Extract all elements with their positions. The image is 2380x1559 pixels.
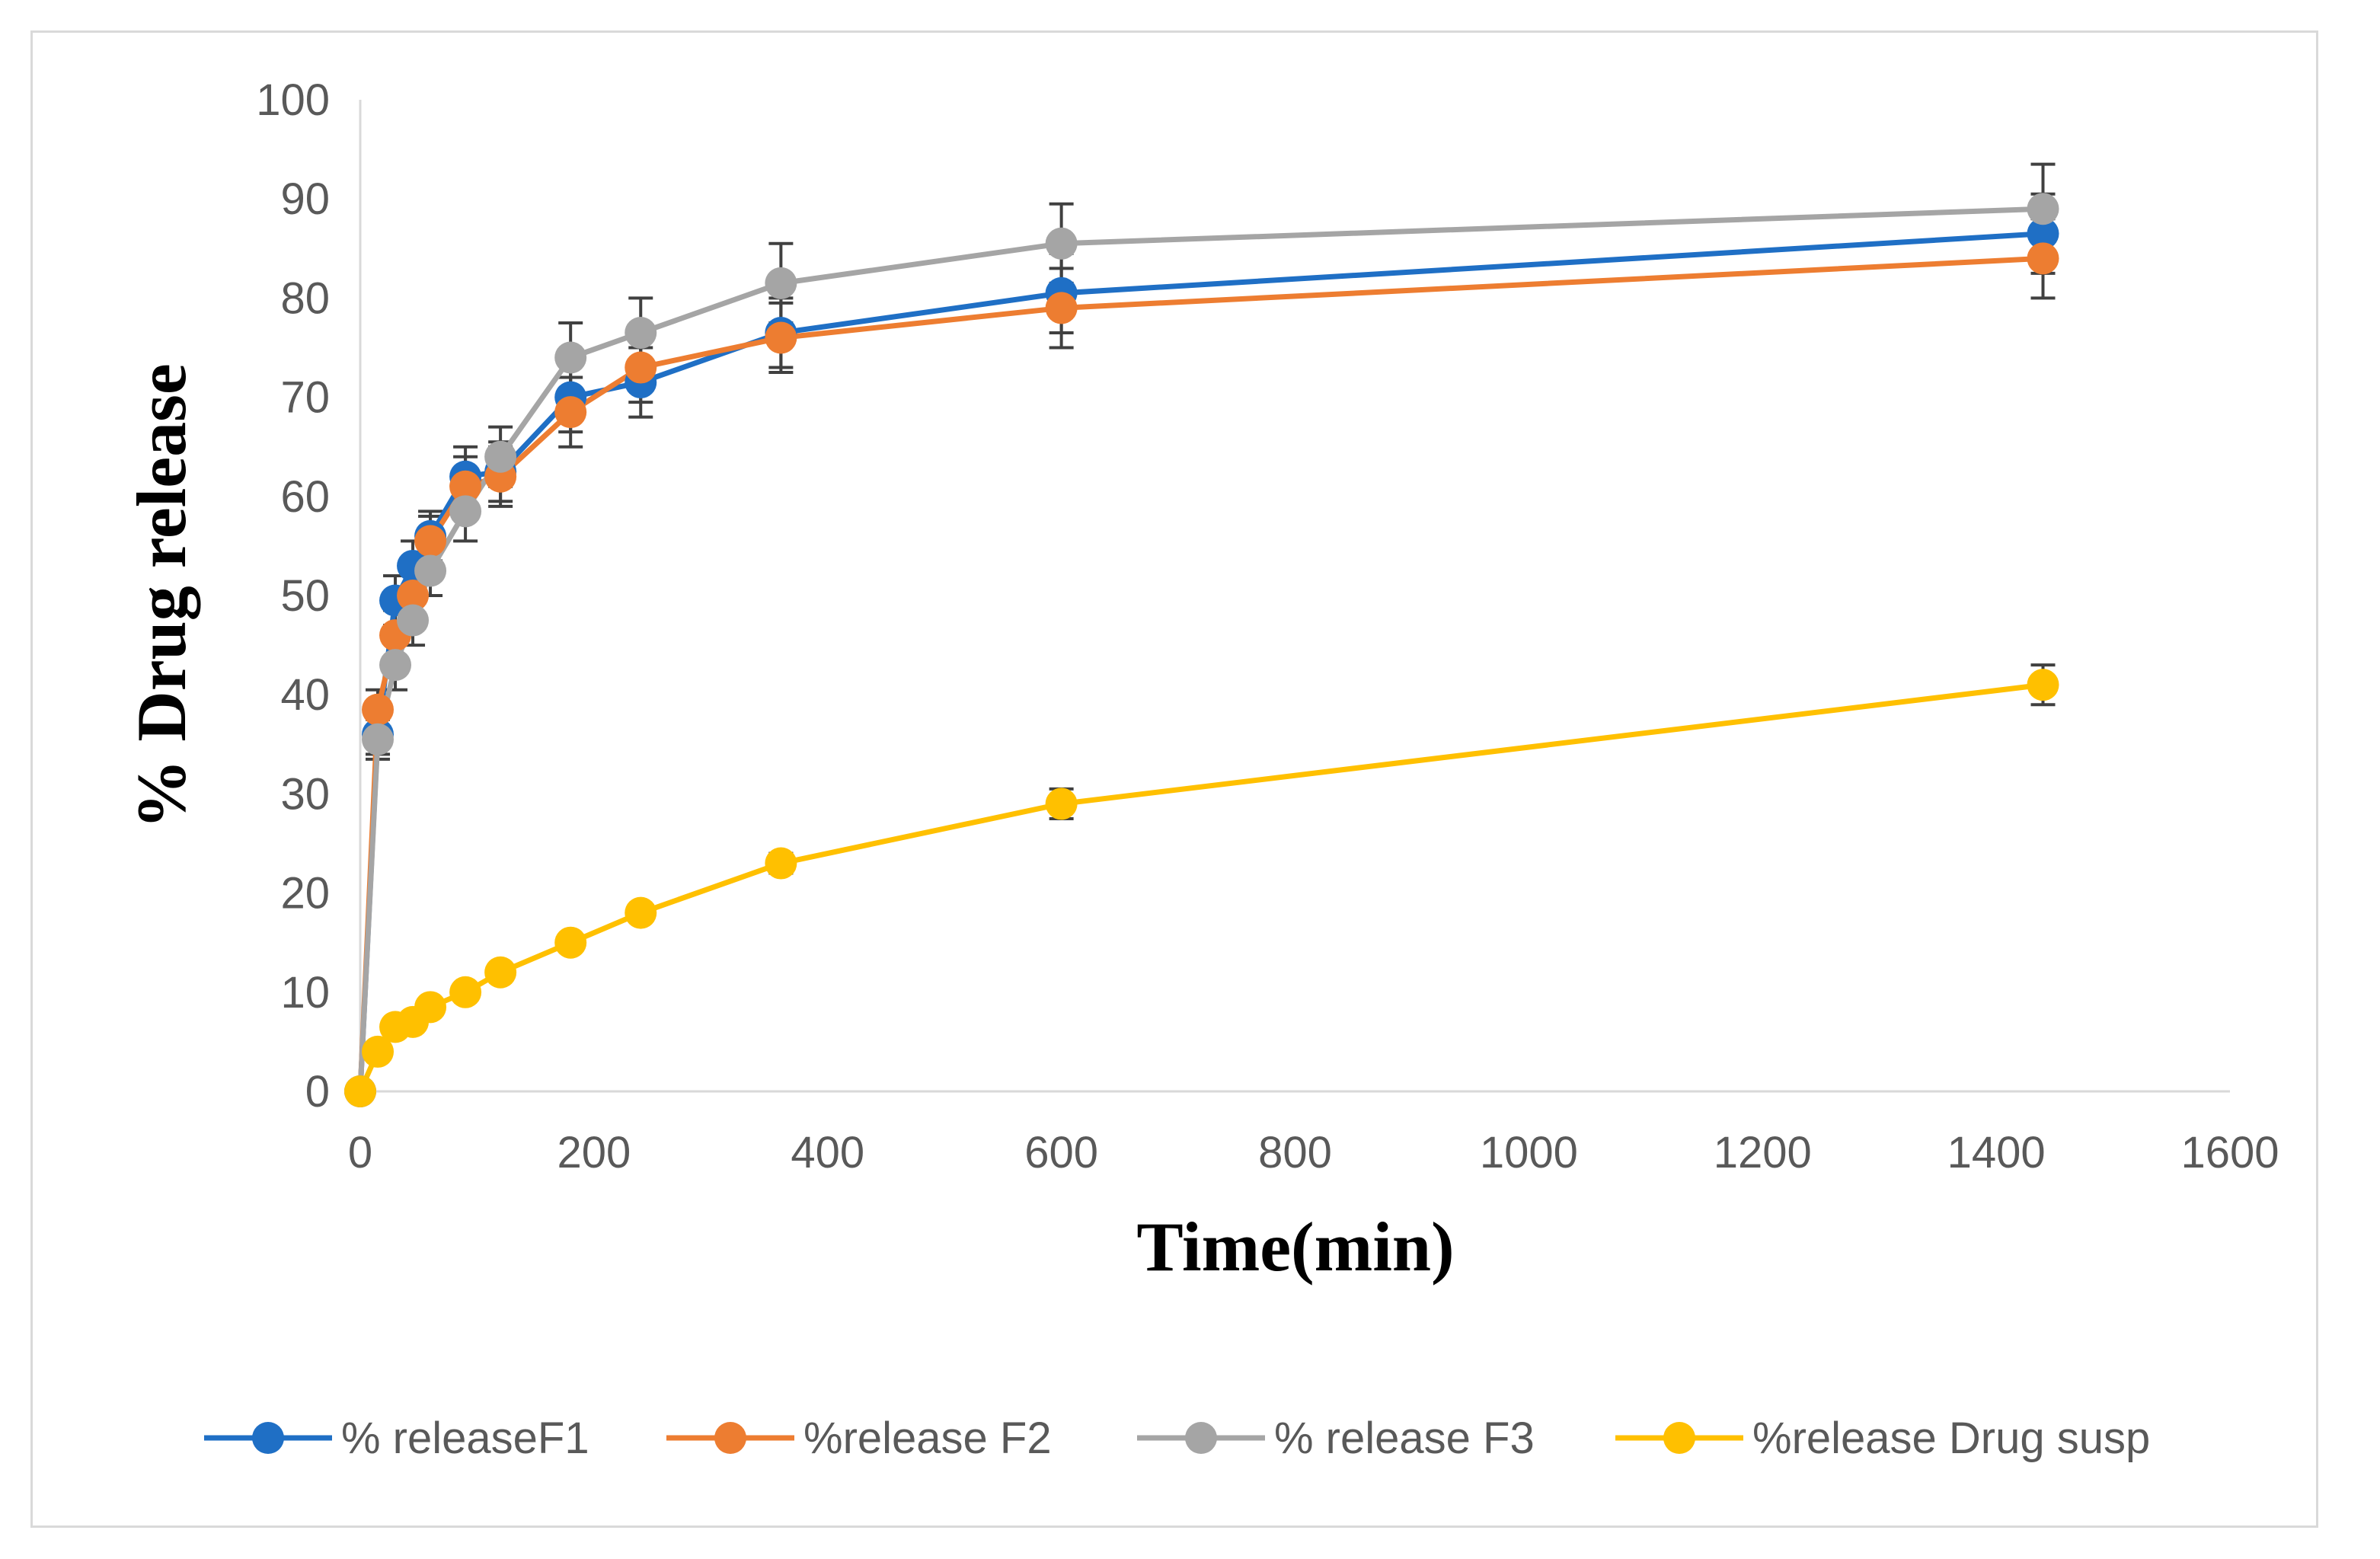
y-tick-label: 40 — [280, 670, 330, 720]
series-3-point — [765, 267, 797, 299]
series-2-point — [397, 580, 430, 612]
series-3-point — [397, 604, 430, 637]
y-tick-label: 0 — [305, 1067, 330, 1117]
y-tick-label: 20 — [280, 869, 330, 918]
series-3-point — [362, 723, 395, 756]
axes — [359, 100, 2230, 1093]
x-tick-label: 800 — [1258, 1128, 1332, 1177]
series-3-point — [484, 440, 517, 473]
x-tick-label: 600 — [1024, 1128, 1098, 1177]
legend-swatch-marker — [714, 1422, 746, 1454]
x-tick-label: 200 — [557, 1128, 631, 1177]
legend-item-3: % release F3 — [1137, 1414, 1535, 1463]
line-chart: 0 10 20 30 40 50 60 70 80 90 100 0 200 400 600 800 1000… — [123, 75, 2279, 1463]
x-tick-label: 400 — [791, 1128, 864, 1177]
series-4-point — [554, 926, 587, 959]
series-2-point — [414, 525, 447, 557]
y-tick-labels: 0 10 20 30 40 50 60 70 80 90 100 — [256, 75, 330, 1117]
series-1-line — [357, 231, 2043, 1092]
series-4-line — [357, 682, 2043, 1093]
series-2-point — [362, 693, 395, 726]
y-tick-label: 10 — [280, 968, 330, 1018]
y-tick-label: 80 — [280, 273, 330, 323]
series-3-point — [554, 341, 587, 374]
y-tick-label: 60 — [280, 472, 330, 522]
y-axis-title: % Drug release — [123, 363, 200, 829]
series-4-point — [765, 847, 797, 880]
legend-item-2: %release F2 — [666, 1414, 1052, 1463]
series-2-point — [554, 396, 587, 429]
series-3-point — [379, 649, 412, 682]
series-2-point — [1045, 292, 1078, 324]
y-tick-label: 100 — [256, 75, 330, 125]
legend-label: %release Drug susp — [1752, 1414, 2150, 1463]
legend-swatch-marker — [1663, 1422, 1695, 1454]
legend-label: %release F2 — [803, 1414, 1052, 1463]
series-3-point — [1045, 227, 1078, 260]
y-tick-label: 90 — [280, 174, 330, 224]
legend-label: % release F3 — [1274, 1414, 1535, 1463]
x-tick-labels: 0 200 400 600 800 1000 1200 1400 1600 — [348, 1128, 2279, 1177]
y-tick-label: 50 — [280, 571, 330, 621]
series-4-point — [414, 991, 447, 1024]
series-2-point — [2027, 242, 2059, 275]
series-2-line — [357, 255, 2043, 1092]
series-4-point — [362, 1035, 395, 1068]
series-markers — [344, 193, 2059, 1107]
series-4-point — [2027, 669, 2059, 701]
legend-item-1: % releaseF1 — [204, 1414, 589, 1463]
x-tick-label: 1000 — [1480, 1128, 1578, 1177]
series-3-point — [625, 316, 657, 349]
series-lines — [357, 206, 2043, 1093]
y-tick-label: 30 — [280, 769, 330, 819]
x-tick-label: 0 — [348, 1128, 372, 1177]
legend-item-4: %release Drug susp — [1615, 1414, 2150, 1463]
x-tick-label: 1400 — [1947, 1128, 2046, 1177]
series-4-point — [625, 896, 657, 929]
series-4-point — [484, 956, 517, 989]
series-3-line — [357, 206, 2043, 1092]
series-4-point — [344, 1075, 376, 1107]
legend: % releaseF1 %release F2 % release F3 %relea… — [204, 1414, 2150, 1463]
series-4-point — [1045, 787, 1078, 820]
y-tick-label: 70 — [280, 373, 330, 423]
x-tick-label: 1600 — [2180, 1128, 2279, 1177]
series-2-point — [765, 321, 797, 354]
x-axis-title: Time(min) — [1136, 1208, 1454, 1286]
chart-frame: 0 10 20 30 40 50 60 70 80 90 100 0 200 400 600 800 1000… — [30, 30, 2318, 1528]
series-2-point — [449, 470, 482, 503]
series-4-point — [449, 976, 482, 1008]
series-1-point — [2027, 217, 2059, 250]
series-3-point — [2027, 193, 2059, 225]
series-2-point — [625, 351, 657, 384]
x-tick-label: 1200 — [1714, 1128, 1812, 1177]
legend-swatch-marker — [252, 1422, 284, 1454]
series-3-point — [414, 554, 447, 587]
series-3-point — [449, 495, 482, 528]
legend-label: % releaseF1 — [341, 1414, 589, 1463]
legend-swatch-marker — [1185, 1422, 1217, 1454]
